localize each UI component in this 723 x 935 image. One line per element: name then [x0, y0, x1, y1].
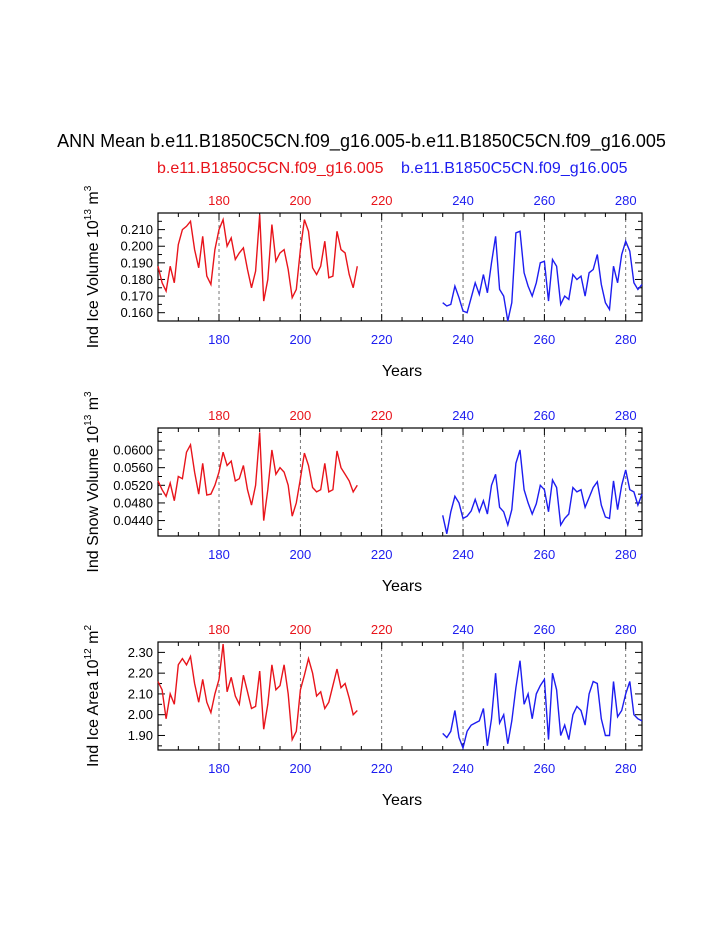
year-gridlines [218, 428, 627, 536]
x-ticks: 180 180 200 200 220 220 240 240 260 260 280 280 [157, 193, 637, 347]
x-tick-label-bottom: 220 [371, 761, 393, 776]
y-tick-label: 2.30 [128, 645, 153, 660]
y-tick-label: 0.180 [120, 272, 153, 287]
x-tick-label-top: 280 [615, 622, 637, 637]
x-tick-label-bottom: 240 [452, 332, 474, 347]
y-tick-label: 0.0600 [113, 443, 153, 458]
y-tick-label: 0.200 [120, 239, 153, 254]
series-line-case-b [442, 230, 643, 322]
x-tick-label-top: 200 [290, 193, 312, 208]
x-tick-label-bottom: 200 [290, 547, 312, 562]
x-tick-label-top: 180 [208, 408, 230, 423]
x-tick-label-bottom: 280 [615, 332, 637, 347]
x-tick-label-bottom: 180 [208, 547, 230, 562]
x-tick-label-top: 260 [534, 622, 556, 637]
x-tick-label-top: 280 [615, 408, 637, 423]
y-tick-label: 0.190 [120, 255, 153, 270]
main-title: ANN Mean b.e11.B1850C5CN.f09_g16.005-b.e… [57, 131, 666, 151]
x-tick-label-bottom: 180 [208, 761, 230, 776]
panel-snow-volume: 0.0440 0.0480 0.0520 0.0560 0.0600 180 180 200… [83, 391, 643, 595]
y-tick-label: 0.0480 [113, 495, 153, 510]
x-tick-label-bottom: 240 [452, 761, 474, 776]
x-tick-label-top: 220 [371, 193, 393, 208]
plot-frame [157, 427, 643, 537]
x-tick-label-bottom: 200 [290, 332, 312, 347]
x-tick-label-bottom: 240 [452, 547, 474, 562]
x-tick-label-top: 240 [452, 193, 474, 208]
year-gridlines [218, 642, 627, 750]
x-tick-label-top: 240 [452, 408, 474, 423]
case-a-label: b.e11.B1850C5CN.f09_g16.005 [157, 160, 384, 177]
series-line-case-a [157, 644, 358, 743]
panel-ice-area: 1.90 2.00 2.10 2.20 2.30 180 180 200 200 220 220 2… [83, 622, 643, 809]
y-tick-label: 0.0560 [113, 460, 153, 475]
y-tick-label: 0.0520 [113, 478, 153, 493]
series-line-case-a [157, 214, 358, 302]
x-tick-label-top: 260 [534, 408, 556, 423]
x-ticks: 180 180 200 200 220 220 240 240 260 260 280 280 [157, 622, 637, 776]
y-axis-label: Ind Ice Area 1012 m2 [83, 625, 102, 768]
x-tick-label-bottom: 260 [534, 761, 556, 776]
x-tick-label-bottom: 220 [371, 332, 393, 347]
x-tick-label-top: 200 [290, 408, 312, 423]
x-axis-label: Years [382, 792, 422, 809]
y-tick-label: 0.160 [120, 305, 153, 320]
x-tick-label-top: 240 [452, 622, 474, 637]
x-tick-label-bottom: 280 [615, 547, 637, 562]
x-axis-label: Years [382, 363, 422, 380]
x-tick-label-bottom: 200 [290, 761, 312, 776]
x-ticks: 180 180 200 200 220 220 240 240 260 260 280 280 [157, 408, 637, 562]
x-tick-label-top: 200 [290, 622, 312, 637]
y-tick-label: 2.10 [128, 686, 153, 701]
x-tick-label-bottom: 180 [208, 332, 230, 347]
x-tick-label-bottom: 220 [371, 547, 393, 562]
y-axis-label: Ind Ice Volume 1013 m3 [83, 185, 102, 348]
series-line-case-b [442, 660, 643, 751]
x-tick-label-bottom: 280 [615, 761, 637, 776]
x-tick-label-top: 220 [371, 408, 393, 423]
y-ticks: 1.90 2.00 2.10 2.20 2.30 [128, 641, 642, 747]
x-tick-label-top: 180 [208, 193, 230, 208]
y-tick-label: 1.90 [128, 728, 153, 743]
x-tick-label-bottom: 260 [534, 547, 556, 562]
series-line-case-b [442, 449, 643, 534]
case-b-label: b.e11.B1850C5CN.f09_g16.005 [401, 160, 628, 177]
x-tick-label-top: 180 [208, 622, 230, 637]
y-tick-label: 0.210 [120, 222, 153, 237]
y-tick-label: 0.0440 [113, 513, 153, 528]
y-ticks: 0.0440 0.0480 0.0520 0.0560 0.0600 [113, 431, 642, 530]
y-tick-label: 2.00 [128, 707, 153, 722]
plot-frame [157, 212, 643, 322]
y-tick-label: 0.170 [120, 289, 153, 304]
series-line-case-a [157, 432, 358, 521]
x-tick-label-top: 260 [534, 193, 556, 208]
x-axis-label: Years [382, 578, 422, 595]
year-gridlines [218, 213, 627, 321]
x-tick-label-top: 280 [615, 193, 637, 208]
plot-frame [157, 641, 643, 751]
x-tick-label-bottom: 260 [534, 332, 556, 347]
y-axis-label: Ind Snow Volume 1013 m3 [83, 391, 102, 573]
y-tick-label: 2.20 [128, 666, 153, 681]
x-tick-label-top: 220 [371, 622, 393, 637]
